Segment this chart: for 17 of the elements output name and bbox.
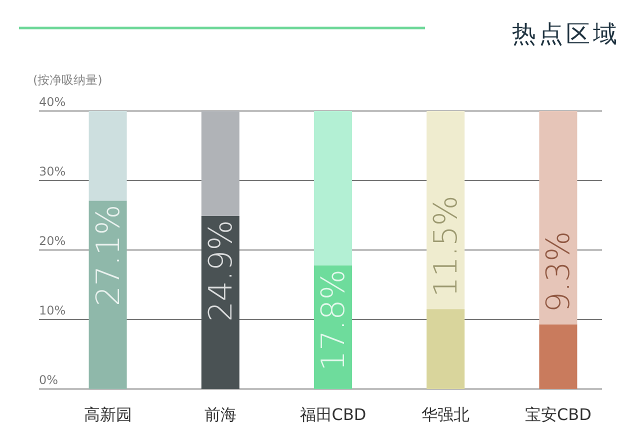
chart-title: 热点区域	[512, 20, 620, 48]
y-tick-label: 20%	[39, 234, 66, 248]
y-tick-label: 30%	[39, 164, 66, 178]
x-tick-label: 福田CBD	[300, 405, 366, 424]
x-tick-label: 华强北	[422, 405, 470, 424]
y-axis-title: (按净吸纳量)	[33, 73, 102, 87]
data-label: 11.5%	[426, 195, 465, 298]
data-label: 27.1%	[88, 204, 127, 306]
y-tick-label: 10%	[39, 304, 66, 318]
data-label: 24.9%	[201, 220, 240, 322]
x-tick-label: 前海	[204, 405, 236, 424]
data-label: 17.8%	[314, 269, 352, 371]
y-tick-label: 40%	[39, 95, 66, 109]
x-tick-label: 高新园	[84, 405, 132, 424]
x-tick-label: 宝安CBD	[524, 405, 592, 424]
data-label: 9.3%	[539, 231, 578, 312]
y-tick-label: 0%	[39, 373, 58, 387]
